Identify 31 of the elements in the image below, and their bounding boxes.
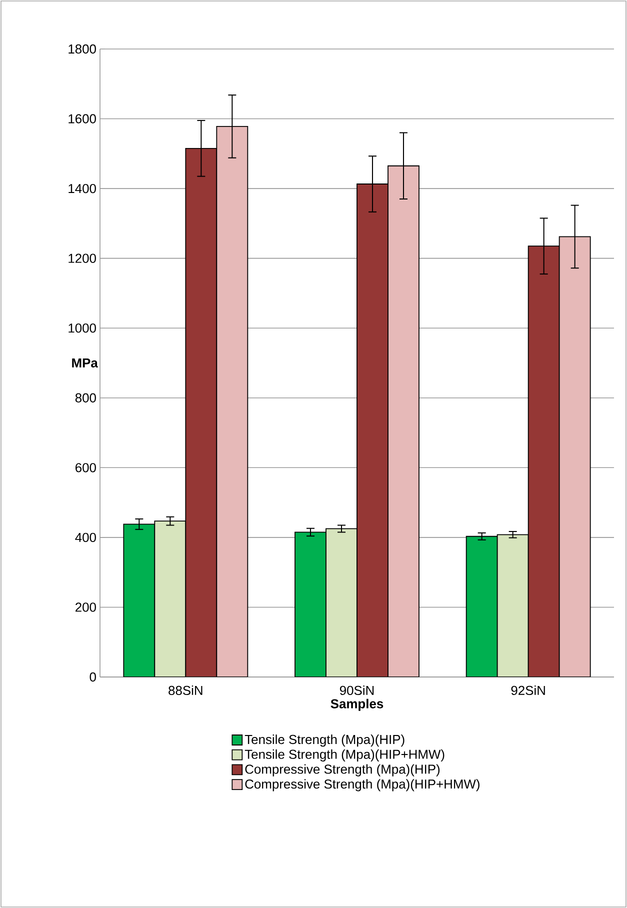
bar <box>154 520 186 677</box>
x-axis-title: Samples <box>330 698 384 711</box>
bar <box>496 534 529 677</box>
y-axis-title: MPa <box>72 358 98 368</box>
y-tick-label: 1200 <box>68 254 96 263</box>
bar <box>558 236 591 677</box>
legend-label: Tensile Strength (Mpa)(HIP+HMW) <box>244 749 444 762</box>
bar <box>388 165 420 677</box>
bar <box>216 126 248 677</box>
bar <box>185 148 218 677</box>
bar <box>294 532 326 677</box>
bar <box>326 528 358 677</box>
y-tick-label: 0 <box>90 672 96 682</box>
bar <box>123 524 156 677</box>
legend-label: Compressive Strength (Mpa)(HIP+HMW) <box>245 779 480 792</box>
y-tick-label: 1400 <box>68 184 96 194</box>
bar <box>528 246 560 677</box>
bar <box>356 184 388 677</box>
y-tick-label: 600 <box>76 463 96 472</box>
x-tick-label: 88SiN <box>168 686 202 696</box>
y-tick-label: 400 <box>75 532 96 542</box>
y-tick-label: 200 <box>76 602 96 612</box>
y-tick-label: 1600 <box>68 114 96 124</box>
y-tick-label: 1000 <box>68 324 96 333</box>
y-tick-label: 800 <box>75 393 96 402</box>
legend-label: Compressive Strength (Mpa)(HIP) <box>245 764 440 776</box>
x-tick-label: 92SiN <box>511 686 545 696</box>
legend-label: Tensile Strength (Mpa)(HIP) <box>244 734 404 747</box>
x-tick-label: 90SiN <box>340 686 374 696</box>
y-tick-label: 1800 <box>68 44 96 54</box>
bar <box>466 536 498 677</box>
